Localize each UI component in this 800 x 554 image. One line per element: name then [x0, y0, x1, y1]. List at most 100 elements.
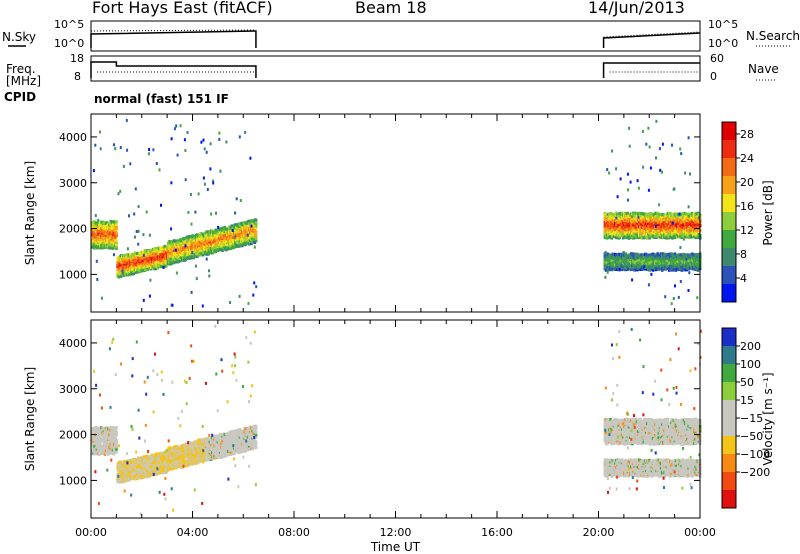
power-scatter-point: [606, 168, 609, 172]
power-scatter-point: [661, 142, 664, 146]
velocity-cell: [92, 439, 95, 443]
velocity-cell: [108, 451, 111, 455]
power-cell: [99, 229, 102, 233]
power-scatter-point: [202, 176, 205, 180]
velocity-cell: [127, 478, 131, 482]
power-scatter-point: [206, 188, 209, 191]
power-cell: [663, 253, 666, 257]
power-scatter-point: [173, 127, 176, 131]
power-cell: [674, 220, 678, 224]
power-cell: [230, 224, 234, 228]
power-scatter-point: [137, 205, 140, 209]
power-scatter-point: [658, 147, 661, 151]
velocity-cell: [138, 466, 141, 470]
power-cell: [115, 220, 118, 224]
freq-trace-1: [90, 61, 257, 78]
power-cell: [251, 223, 254, 227]
velocity-cell: [114, 437, 117, 440]
power-scatter-point: [203, 147, 206, 151]
nsky-trace-2: [602, 32, 701, 48]
power-cell: [181, 253, 184, 256]
velocity-cell: [94, 438, 98, 442]
power-scatter-point: [677, 295, 680, 299]
power-cell: [610, 236, 614, 240]
power-scatter-point: [679, 280, 682, 283]
power-scatter-point: [212, 181, 215, 185]
power-cell: [674, 268, 678, 272]
power-cell: [649, 220, 653, 224]
y-tick-label: 4000: [59, 131, 87, 144]
power-scatter-point: [644, 252, 647, 256]
power-scatter-point: [255, 285, 258, 289]
power-cell: [618, 234, 622, 238]
velocity-cell: [112, 433, 116, 437]
power-scatter-point: [190, 290, 193, 294]
power-cell: [624, 252, 627, 256]
power-cell: [196, 255, 199, 258]
power-cell: [612, 230, 616, 234]
power-scatter-point: [648, 145, 651, 149]
power-scatter-point: [608, 171, 611, 175]
power-cell: [632, 211, 635, 215]
power-scatter-point: [170, 227, 173, 231]
power-cell: [217, 239, 221, 243]
power-scatter-point: [658, 203, 661, 207]
power-scatter-point: [100, 296, 103, 300]
power-cell: [118, 263, 122, 267]
power-scatter-point: [160, 203, 162, 207]
velocity-cell: [115, 432, 118, 436]
power-cell: [627, 225, 631, 229]
power-colorbar-segment: [722, 194, 736, 212]
power-scatter-point: [635, 233, 638, 237]
power-colorbar-segment: [722, 122, 736, 140]
freq-label-2: [MHz]: [6, 74, 42, 88]
power-scatter-point: [637, 215, 640, 219]
power-cell: [643, 217, 647, 220]
power-scatter-point: [187, 210, 190, 214]
nave-label: Nave: [748, 62, 779, 76]
nsearch-tick-bottom: 10^0: [708, 37, 739, 50]
power-scatter-point: [197, 192, 200, 196]
power-scatter-point: [680, 152, 683, 156]
power-scatter-point: [202, 138, 205, 142]
power-scatter-point: [148, 148, 151, 151]
power-cell: [254, 234, 258, 238]
power-cell: [213, 240, 216, 244]
power-scatter-point: [689, 172, 691, 176]
power-scatter-point: [678, 212, 681, 216]
power-scatter-point: [217, 225, 220, 229]
power-cell: [630, 222, 633, 226]
power-cell: [112, 231, 116, 235]
power-scatter-point: [604, 251, 607, 254]
power-cell: [615, 226, 618, 230]
velocity-cell: [91, 435, 94, 439]
power-scatter-point: [606, 270, 609, 274]
nsky-tick-bottom: 10^0: [54, 37, 85, 50]
power-cell: [673, 236, 677, 239]
power-scatter-point: [175, 271, 178, 275]
power-cell: [94, 228, 98, 232]
power-scatter-point: [209, 142, 212, 146]
power-scatter-point: [149, 278, 152, 282]
freq-trace-2: [602, 62, 700, 78]
power-cell: [618, 267, 622, 271]
power-scatter-point: [685, 257, 688, 261]
power-cell: [97, 232, 101, 236]
power-cell: [254, 224, 258, 228]
power-scatter-point: [92, 169, 95, 173]
nsearch-tick-top: 10^5: [708, 18, 739, 31]
power-cell: [144, 251, 147, 255]
power-scatter-point: [238, 294, 241, 298]
power-cell: [665, 227, 669, 231]
colorbar-tick-label: 16: [740, 200, 754, 213]
colorbar-tick-label: 28: [740, 128, 754, 141]
power-cell: [217, 245, 221, 249]
power-colorbar-label: Power [dB]: [761, 180, 775, 245]
power-scatter-point: [659, 168, 662, 172]
power-scatter-point: [135, 230, 138, 233]
power-cell: [106, 221, 109, 225]
power-cell: [240, 244, 244, 248]
power-scatter-point: [249, 156, 252, 160]
power-cell: [633, 213, 636, 217]
